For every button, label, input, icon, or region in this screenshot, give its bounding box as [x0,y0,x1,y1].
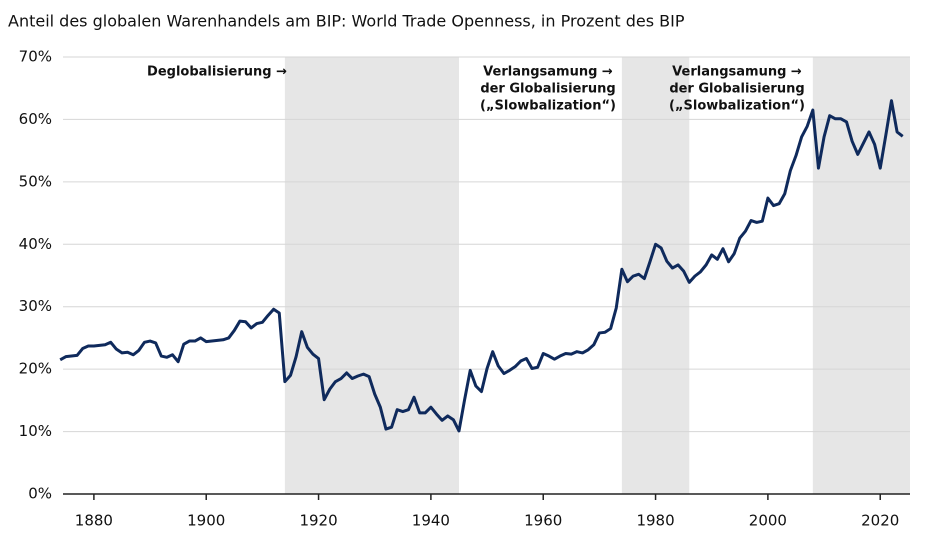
y-tick-label: 60% [19,110,52,128]
annotation: der Globalisierung [480,82,615,97]
y-tick-label: 10% [19,422,52,440]
y-tick-label: 50% [19,172,52,190]
x-tick-label: 2020 [861,512,899,530]
annotation: („Slowbalization“) [480,99,616,114]
y-tick-label: 30% [19,297,52,315]
y-tick-label: 70% [19,48,52,66]
x-tick-label: 1980 [636,512,674,530]
x-tick-label: 1960 [524,512,562,530]
annotation: („Slowbalization“) [669,99,805,114]
annotation: Verlangsamung → [483,65,613,80]
y-tick-label: 20% [19,360,52,378]
x-tick-label: 1920 [299,512,337,530]
x-tick-label: 1940 [412,512,450,530]
chart-title: Anteil des globalen Warenhandels am BIP:… [8,12,685,31]
x-tick-label: 1900 [187,512,225,530]
shaded-period [284,57,459,494]
annotation: der Globalisierung [669,82,804,97]
annotation: Deglobalisierung → [147,65,287,80]
shaded-period [812,57,910,494]
data-line [59,99,904,433]
x-tick-label: 2000 [749,512,787,530]
y-tick-label: 40% [19,235,52,253]
annotation: Verlangsamung → [672,65,802,80]
y-tick-label: 0% [28,485,52,503]
x-tick-label: 1880 [75,512,113,530]
